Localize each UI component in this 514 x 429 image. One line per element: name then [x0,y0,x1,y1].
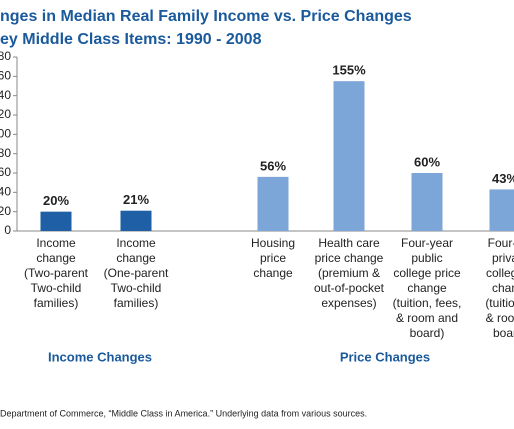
y-tick-label: 40 [0,185,11,199]
bar [257,176,289,231]
x-tick-label: Income [116,236,156,250]
x-tick-label: families) [114,296,159,310]
y-tick-label: 0 [4,223,11,237]
x-tick-label: & room and [396,311,458,325]
source-note: Department of Commerce, “Middle Class in… [0,408,367,418]
group-label: Price Changes [340,349,430,364]
x-tick-label: priva [492,251,514,265]
x-tick-label: chan [492,281,514,295]
x-tick-label: board) [410,326,445,340]
chart-title: nges in Median Real Family Income vs. Pr… [0,8,412,25]
x-tick-label: Two-child [111,281,162,295]
x-tick-label: change [116,251,156,265]
value-label: 56% [260,158,286,173]
x-tick-label: Two-child [31,281,82,295]
y-tick-label: 20 [0,107,11,121]
x-tick-label: college price [393,266,461,280]
x-tick-label: out-of-pocket [314,281,385,295]
y-tick-label: 00 [0,127,11,141]
x-tick-label: (premium & [318,266,380,280]
x-tick-label: Four-year [401,236,453,250]
x-tick-label: price change [315,251,384,265]
value-label: 20% [43,193,69,208]
y-tick-label: 40 [0,88,11,102]
x-tick-label: college [486,266,514,280]
y-tick-label: 60 [0,69,11,83]
x-tick-label: (tuition, [485,296,514,310]
bar [411,173,443,231]
bar [120,210,152,231]
value-label: 43% [492,171,514,186]
x-tick-label: Income [36,236,76,250]
value-label: 60% [414,154,440,169]
x-tick-label: Four-y [488,236,514,250]
x-tick-label: boar [493,326,514,340]
x-tick-label: price [260,251,286,265]
x-tick-label: change [407,281,447,295]
y-tick-label: 80 [0,49,11,63]
y-tick-label: 80 [0,146,11,160]
x-tick-label: change [253,266,293,280]
y-tick-label: 20 [0,204,11,218]
y-tick-label: 60 [0,165,11,179]
x-tick-label: public [411,251,442,265]
value-label: 155% [332,63,366,78]
chart-title: ey Middle Class Items: 1990 - 2008 [0,31,262,48]
group-label: Income Changes [48,349,152,364]
x-tick-label: (tuition, fees, [393,296,462,310]
x-tick-label: families) [34,296,79,310]
bar [40,211,72,231]
x-tick-label: & room [486,311,514,325]
x-tick-label: change [36,251,76,265]
bar [333,81,365,232]
x-tick-label: expenses) [321,296,376,310]
bar [489,189,514,231]
x-tick-label: Health care [318,236,380,250]
x-tick-label: Housing [251,236,295,250]
value-label: 21% [123,192,149,207]
x-tick-label: (One-parent [104,266,169,280]
x-tick-label: (Two-parent [24,266,89,280]
